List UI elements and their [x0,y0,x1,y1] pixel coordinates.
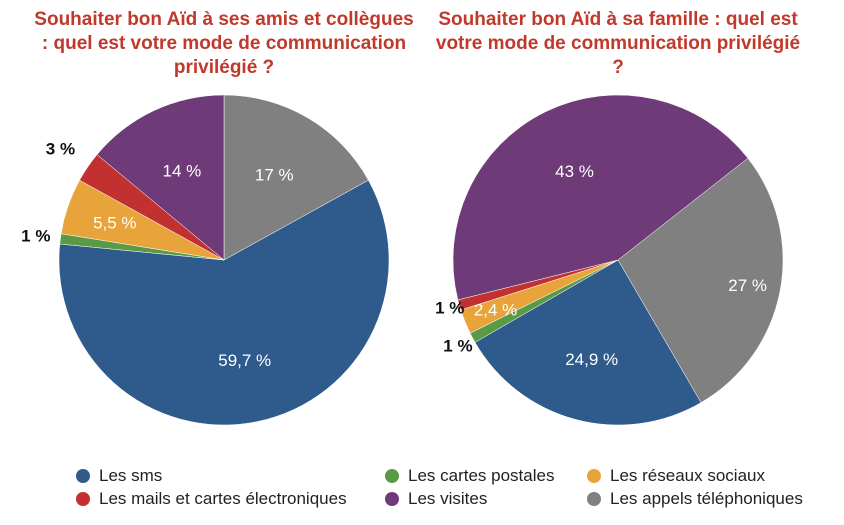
legend-label: Les mails et cartes électroniques [99,489,347,508]
slice-label: 14 % [163,161,202,180]
legend-label: Les visites [408,489,488,508]
slice-label: 1 % [21,227,50,246]
slice-label: 43 % [555,162,594,181]
slice-label: 59,7 % [218,351,271,370]
legend-swatch [385,492,399,506]
legend-swatch [587,492,601,506]
legend-swatch [385,469,399,483]
legend-item: Les réseaux sociaux [587,466,765,486]
legend-swatch [76,469,90,483]
legend-label: Les réseaux sociaux [610,466,765,485]
legend-item: Les appels téléphoniques [587,489,803,509]
pie-slice [617,157,784,403]
slice-label: 24,9 % [565,350,618,369]
chart-title-family: Souhaiter bon Aïd à sa famille : quel es… [435,9,801,78]
slice-label: 5,5 % [93,213,136,232]
pie-slice [223,94,369,261]
slice-label: 1 % [443,337,472,356]
pie-slice [474,259,702,426]
slice-label: 1 % [435,299,464,318]
legend-item: Les cartes postales [385,466,554,486]
pie-slice [452,94,749,301]
legend-item: Les visites [385,489,487,509]
legend-label: Les cartes postales [408,466,555,485]
legend-label: Les appels téléphoniques [610,489,803,508]
legend-label: Les sms [99,466,163,485]
chart-title-friends: Souhaiter bon Aïd à ses amis et collègue… [34,9,414,78]
slice-label: 17 % [255,166,294,185]
slice-label: 3 % [46,139,75,158]
legend-item: Les sms [76,466,162,486]
legend-swatch [76,492,90,506]
pie-slice [58,179,390,426]
slice-label: 2,4 % [474,300,517,319]
pie-slice [96,94,225,261]
legend-item: Les mails et cartes électroniques [76,489,347,509]
slice-label: 27 % [728,276,767,295]
legend-swatch [587,469,601,483]
